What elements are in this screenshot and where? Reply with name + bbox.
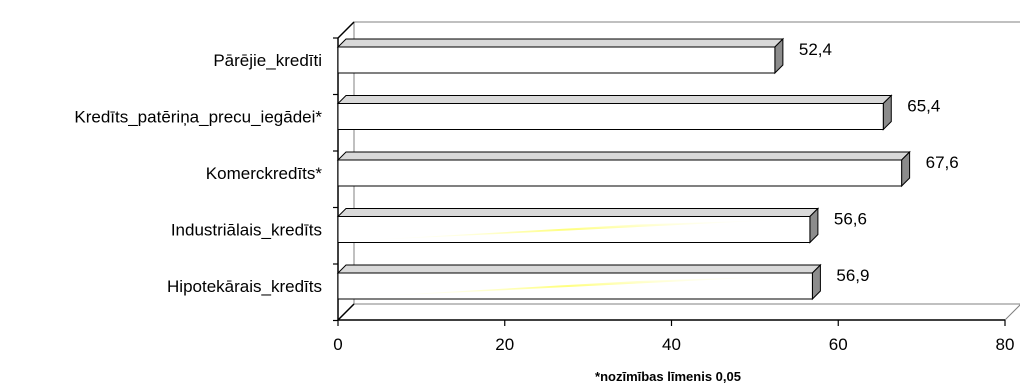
category-label: Kredīts_patēriņa_precu_iegādei* — [74, 108, 322, 127]
value-label: 65,4 — [907, 97, 940, 116]
x-tick-label: 80 — [996, 335, 1015, 354]
x-tick-label: 20 — [495, 335, 514, 354]
bar — [337, 103, 884, 130]
value-label: 56,6 — [834, 210, 867, 229]
bar-highlight — [358, 219, 788, 241]
bar — [337, 159, 903, 187]
labels-group: 0 20 40 60 80 Pārējie_kredīti 52,4 Kredīts_patē… — [74, 40, 1014, 354]
axis-corner-line — [337, 303, 355, 321]
x-tick-label: 40 — [662, 335, 681, 354]
bar-top — [336, 264, 822, 274]
bars-group — [336, 37, 911, 301]
category-label: Industriālais_kredīts — [171, 221, 322, 240]
bar-top — [336, 151, 911, 161]
category-label: Pārējie_kredīti — [213, 51, 322, 70]
category-label: Hipotekārais_kredīts — [167, 277, 322, 296]
value-label: 67,6 — [926, 153, 959, 172]
value-label: 56,9 — [836, 266, 869, 285]
bar — [337, 46, 776, 74]
x-tick-label: 60 — [829, 335, 848, 354]
significance-footnote: *nozīmības līmenis 0,05 — [595, 369, 741, 384]
value-label: 52,4 — [799, 40, 832, 59]
x-tick-label: 0 — [333, 335, 342, 354]
bar-highlight — [358, 276, 788, 297]
bar-top — [336, 208, 820, 217]
bar-top — [336, 38, 785, 48]
category-label: Komerckredīts* — [206, 164, 323, 183]
floor — [336, 303, 1020, 321]
bar-top — [336, 95, 893, 104]
